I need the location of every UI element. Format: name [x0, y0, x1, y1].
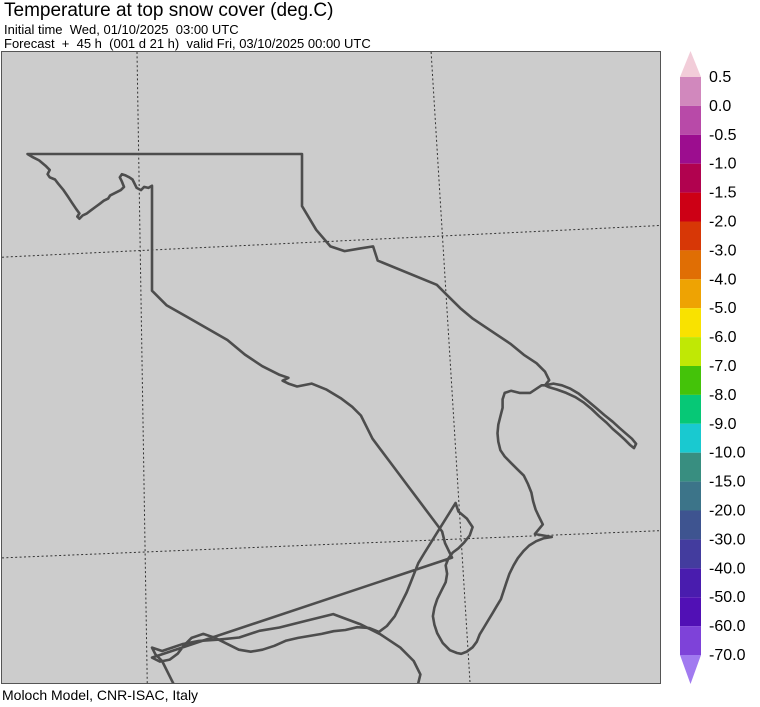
svg-text:-15.0: -15.0	[709, 474, 746, 491]
svg-text:-30.0: -30.0	[709, 531, 746, 548]
svg-text:-5.0: -5.0	[709, 300, 737, 317]
svg-text:-20.0: -20.0	[709, 503, 746, 520]
svg-text:-40.0: -40.0	[709, 560, 746, 577]
svg-text:-3.0: -3.0	[709, 242, 737, 259]
svg-text:-4.0: -4.0	[709, 271, 737, 288]
svg-text:-9.0: -9.0	[709, 416, 737, 433]
svg-text:-50.0: -50.0	[709, 589, 746, 606]
svg-text:-60.0: -60.0	[709, 618, 746, 635]
svg-text:0.5: 0.5	[709, 69, 731, 86]
svg-text:-70.0: -70.0	[709, 647, 746, 664]
svg-text:-10.0: -10.0	[709, 445, 746, 462]
svg-text:-6.0: -6.0	[709, 329, 737, 346]
svg-text:-8.0: -8.0	[709, 387, 737, 404]
svg-text:-0.5: -0.5	[709, 127, 737, 144]
svg-text:0.0: 0.0	[709, 98, 731, 115]
svg-text:-2.0: -2.0	[709, 214, 737, 231]
svg-text:-1.0: -1.0	[709, 156, 737, 173]
svg-text:-7.0: -7.0	[709, 358, 737, 375]
svg-text:-1.5: -1.5	[709, 185, 737, 202]
